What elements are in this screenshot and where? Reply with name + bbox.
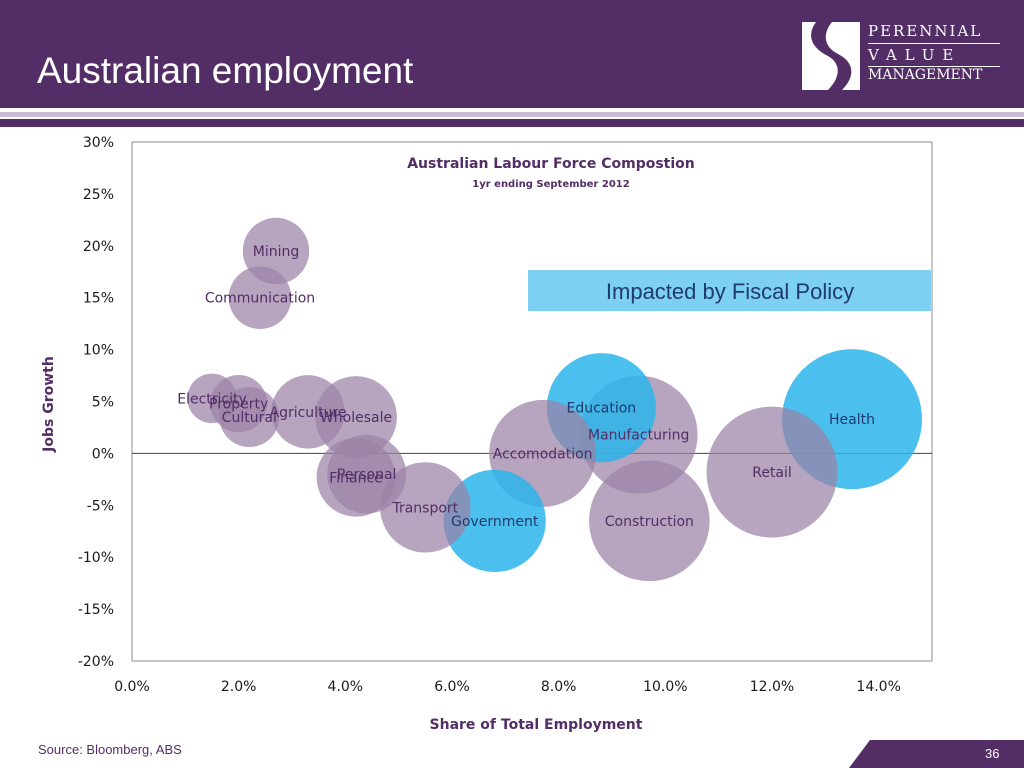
bubble-finance <box>316 437 396 517</box>
y-tick-label: -5% <box>87 498 114 514</box>
chart-subtitle: 1yr ending September 2012 <box>472 179 629 190</box>
callout-text: Impacted by Fiscal Policy <box>606 279 854 304</box>
x-axis-label: Share of Total Employment <box>430 717 643 733</box>
bubble-label-finance: Finance <box>329 470 383 486</box>
bubble-label-mining: Mining <box>253 244 300 260</box>
y-tick-label: -15% <box>78 602 114 618</box>
x-axis-ticks: 0.0% 2.0% 4.0% 6.0% 8.0% 10.0% 12.0% 14.0% <box>114 679 901 695</box>
y-tick-label: 15% <box>83 291 114 307</box>
source-note: Source: Bloomberg, ABS <box>38 742 182 757</box>
logo-s-mark-icon <box>802 22 860 90</box>
chart-title: Australian Labour Force Compostion <box>407 156 695 172</box>
bubble-label-education: Education <box>566 401 636 417</box>
slide-title: Australian employment <box>37 50 414 91</box>
x-tick-label: 8.0% <box>541 679 577 695</box>
y-tick-label: -10% <box>78 550 114 566</box>
bubble-communication <box>228 266 292 330</box>
bubble-series <box>187 217 922 582</box>
bubble-electricity <box>187 373 237 424</box>
bubble-agriculture <box>271 375 345 449</box>
plot-area-border <box>131 141 933 662</box>
y-tick-label: 10% <box>83 343 114 359</box>
x-tick-label: 2.0% <box>221 679 257 695</box>
bubble-label-personal: Personal <box>337 467 397 483</box>
bubble-label-communication: Communication <box>205 291 315 307</box>
bubble-retail <box>706 406 838 538</box>
y-tick-label: 30% <box>83 135 114 151</box>
logo-line-2: VALUE <box>868 46 1000 67</box>
x-tick-label: 12.0% <box>750 679 794 695</box>
y-axis-ticks: 30% 25% 20% 15% 10% 5% 0% -5% -10% -15% -20% <box>78 135 114 670</box>
logo-line-1: PERENNIAL <box>868 22 1000 44</box>
callout-box <box>528 270 931 311</box>
y-tick-label: 0% <box>92 446 114 462</box>
bubble-labels: Mining Communication ElectricityPropertyCu… <box>177 244 875 530</box>
header-stripe-dark <box>0 119 1024 127</box>
header-stripe-light <box>0 112 1024 117</box>
y-tick-label: 5% <box>92 395 114 411</box>
bubble-label-government: Government <box>451 514 539 530</box>
page-number: 36 <box>985 746 1000 761</box>
y-tick-label: 25% <box>83 187 114 203</box>
logo-wordmark: PERENNIAL VALUE MANAGEMENT <box>868 22 1000 90</box>
bubble-label-agriculture: Agriculture <box>270 405 347 421</box>
bubble-label-health: Health <box>829 412 875 428</box>
y-tick-label: -20% <box>78 654 114 670</box>
x-tick-label: 14.0% <box>856 679 900 695</box>
bubble-label-cultural: Cultural <box>222 410 277 426</box>
company-logo: PERENNIAL VALUE MANAGEMENT <box>802 22 1000 90</box>
x-tick-label: 10.0% <box>643 679 687 695</box>
bubble-label-manufacturing: Manufacturing <box>588 428 689 444</box>
bubble-label-electricity: Electricity <box>177 391 247 407</box>
bubble-construction <box>589 460 710 582</box>
bubble-label-retail: Retail <box>752 465 792 481</box>
x-tick-label: 6.0% <box>434 679 470 695</box>
y-axis-label: Jobs Growth <box>41 356 57 453</box>
bubble-label-construction: Construction <box>605 514 694 530</box>
bubble-label-accomodation: Accomodation <box>493 446 593 462</box>
logo-line-3: MANAGEMENT <box>868 67 983 83</box>
bubble-label-transport: Transport <box>391 500 458 516</box>
footer-bar <box>849 740 1024 768</box>
bubble-label-wholesale: Wholesale <box>320 410 392 426</box>
x-tick-label: 4.0% <box>328 679 364 695</box>
y-tick-label: 20% <box>83 239 114 255</box>
bubble-government <box>443 469 546 572</box>
bubble-label-property: Property <box>209 397 268 413</box>
x-tick-label: 0.0% <box>114 679 150 695</box>
